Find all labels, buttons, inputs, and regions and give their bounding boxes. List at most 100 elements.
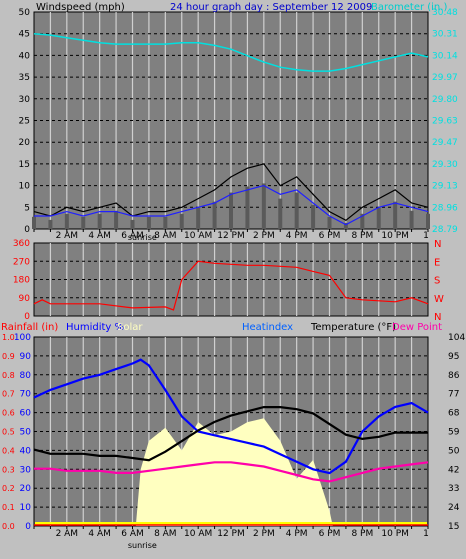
gust-bar <box>343 222 348 229</box>
x-tick-label: 6 AM <box>121 529 144 539</box>
x-tick-label: 2 PM <box>253 231 275 241</box>
x-tick-label: 2 AM <box>56 529 79 539</box>
direction-y-tick: 0 <box>24 312 30 322</box>
wind-y-tick: 45 <box>19 30 30 40</box>
solar-area <box>135 418 333 526</box>
gust-bar <box>163 216 168 229</box>
dewpoint-label: Dew Point <box>392 322 442 333</box>
baro-y-tick: 29.13 <box>432 182 458 192</box>
baro-y-tick: 30.31 <box>432 30 458 40</box>
baro-y-tick: 29.80 <box>432 95 458 105</box>
wind-axes: 0 5 10 15 20 25 30 35 40 45 50 28.79 28.96 29.13 29.30… <box>19 8 458 242</box>
sunrise-label: sunrise <box>128 233 157 242</box>
rain-strip <box>35 522 427 525</box>
x-tick-label: 6 AM <box>121 231 144 241</box>
humidity-y-tick: 70 <box>20 390 32 400</box>
compass-y-tick: W <box>434 294 444 305</box>
x-tick-label: 4 AM <box>88 231 111 241</box>
compass-y-tick: N <box>434 239 441 250</box>
temp-y-tick: 95 <box>448 352 459 362</box>
gust-bar <box>278 198 283 229</box>
rain-y-tick: 0.7 <box>2 390 15 399</box>
humidity-y-tick: 100 <box>14 333 31 343</box>
temp-axes: 0.0 0.1 0.2 0.3 0.4 0.5 0.6 0.7 0.8 0.9 1.0 0 10 20 30… <box>2 333 465 550</box>
x-tick-label: 10 PM <box>381 529 409 539</box>
x-tick-label: 10 AM <box>184 231 212 241</box>
rain-y-tick: 0.2 <box>2 484 15 493</box>
gust-bar <box>130 219 135 229</box>
wind-y-tick: 30 <box>19 95 31 105</box>
temp-y-tick: 33 <box>448 484 459 494</box>
gust-bar <box>409 210 414 229</box>
humidity-y-tick: 10 <box>20 503 32 513</box>
wind-y-tick: 15 <box>19 160 30 170</box>
temp-y-tick: 24 <box>448 503 460 513</box>
rain-y-tick: 0.0 <box>2 522 15 531</box>
wind-y-tick: 20 <box>19 138 31 148</box>
sunrise-label-bottom: sunrise <box>128 541 157 550</box>
rain-y-tick: 0.6 <box>2 409 15 418</box>
wind-grid <box>34 12 428 229</box>
rain-y-tick: 0.1 <box>2 503 15 512</box>
gust-bar <box>426 213 430 229</box>
compass-y-tick: S <box>434 276 440 287</box>
humidity-label: Humidity % <box>66 322 124 333</box>
gust-bar <box>179 213 184 229</box>
wind-y-tick: 10 <box>19 182 31 192</box>
humidity-series-line <box>33 358 429 475</box>
wind-y-tick: 0 <box>24 225 30 235</box>
wind-y-tick: 50 <box>19 8 31 18</box>
compass-y-tick: N <box>434 312 441 323</box>
gust-bar <box>327 216 332 229</box>
x-tick-label: 8 AM <box>154 231 177 241</box>
temp-y-tick: 50 <box>448 446 460 456</box>
wind-y-tick: 5 <box>24 203 30 213</box>
x-tick-label: 12 PM <box>217 529 245 539</box>
x-tick-label: 12 PM <box>217 231 245 241</box>
gust-bar <box>360 213 365 229</box>
x-tick-label: 8 AM <box>154 529 177 539</box>
dew-series-line <box>34 461 429 483</box>
gust-bar <box>376 207 381 229</box>
temperature-series-line <box>33 406 428 462</box>
humidity-y-tick: 20 <box>20 484 32 494</box>
direction-y-tick: 270 <box>13 257 30 267</box>
temp-y-tick: 15 <box>448 522 459 532</box>
direction-series-line <box>33 260 429 311</box>
x-tick-label: 1 <box>423 529 429 539</box>
temperature-label: Temperature (°F) <box>310 322 396 333</box>
temp-series <box>33 358 429 526</box>
gust-bar <box>64 213 69 229</box>
gust-bar <box>81 216 86 229</box>
graph-title: 24 hour graph day : September 12 2009 <box>170 2 372 13</box>
baro-y-tick: 28.79 <box>432 225 458 235</box>
rain-y-tick: 0.8 <box>2 371 15 380</box>
compass-y-tick: E <box>434 257 440 268</box>
heatindex-label: Heatindex <box>242 322 293 333</box>
rain-y-tick: 0.9 <box>2 352 15 361</box>
temp-y-tick: 68 <box>448 409 460 419</box>
baro-y-tick: 28.96 <box>432 203 458 213</box>
baro-y-tick: 30.14 <box>432 51 458 61</box>
gust-bar <box>261 183 266 229</box>
x-tick-label: 1 <box>423 231 429 241</box>
gust-bar <box>212 201 217 229</box>
baro-y-tick: 29.97 <box>432 73 458 83</box>
x-tick-label: 10 PM <box>381 231 409 241</box>
temp-y-tick: 86 <box>448 371 460 381</box>
rain-y-tick: 1.0 <box>2 333 15 342</box>
wind-series <box>32 33 430 229</box>
x-tick-label: 8 PM <box>351 231 373 241</box>
x-tick-label: 2 AM <box>56 231 79 241</box>
x-tick-label: 8 PM <box>351 529 373 539</box>
baro-y-tick: 30.48 <box>432 8 458 18</box>
rain-y-tick: 0.5 <box>2 428 15 437</box>
x-tick-label: 4 PM <box>286 231 308 241</box>
temp-y-tick: 59 <box>448 428 460 438</box>
temp-y-tick: 104 <box>448 333 465 343</box>
wind-y-tick: 40 <box>19 51 31 61</box>
humidity-y-tick: 60 <box>20 409 32 419</box>
gust-bar <box>114 210 119 229</box>
